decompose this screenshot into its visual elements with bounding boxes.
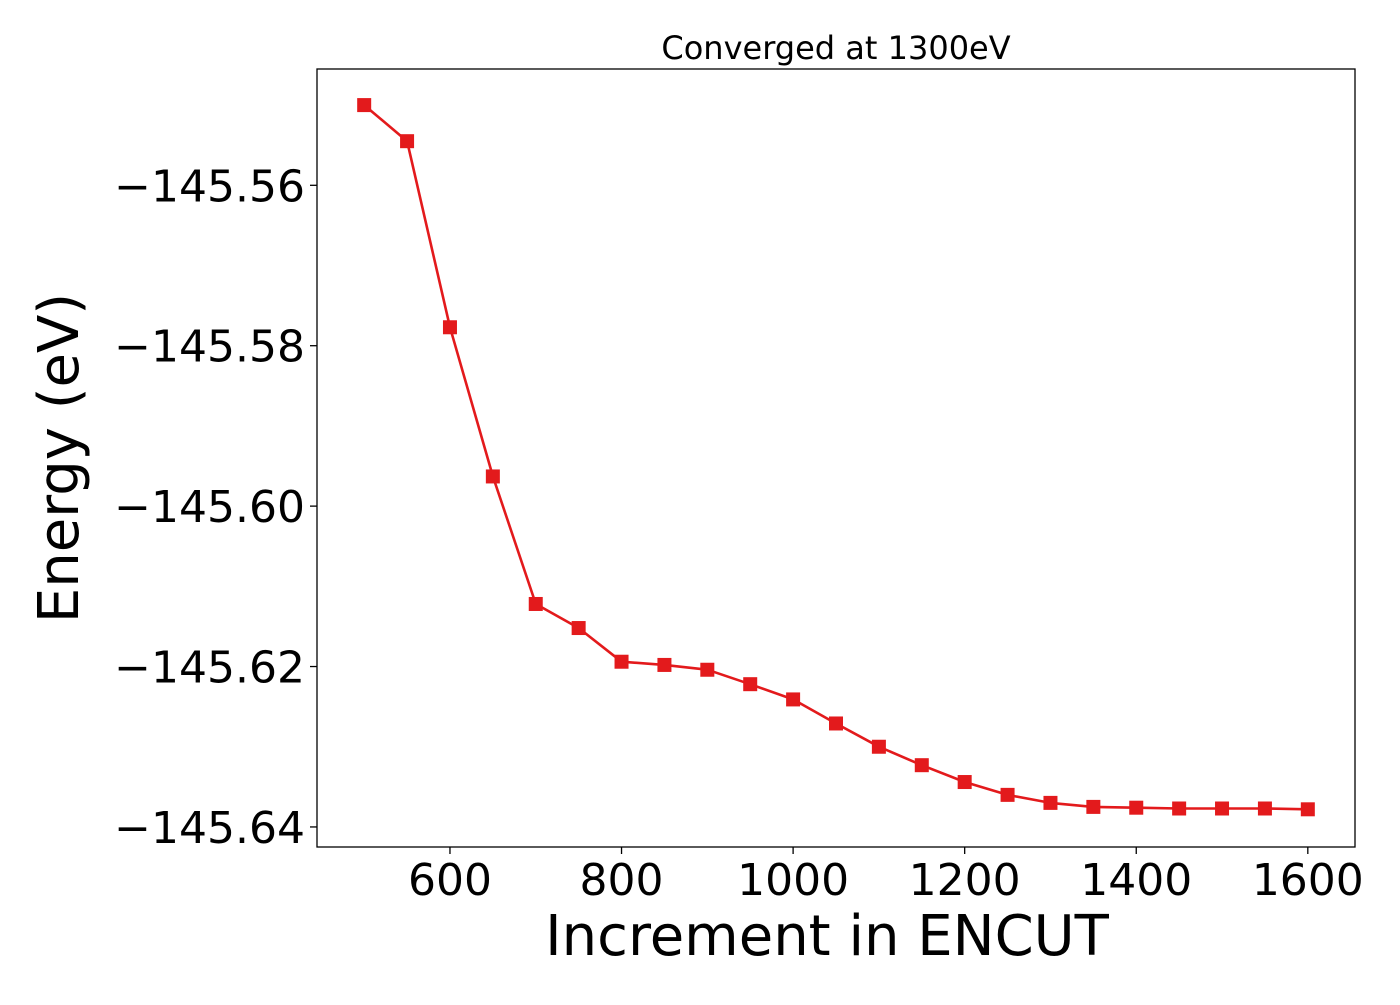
x-tick-label: 600 bbox=[408, 855, 492, 906]
data-point-marker bbox=[743, 677, 758, 692]
data-point-marker bbox=[1086, 799, 1101, 814]
data-point-marker bbox=[614, 654, 629, 669]
plot-area bbox=[357, 98, 1315, 817]
data-point-marker bbox=[1000, 787, 1015, 802]
data-point-marker bbox=[1172, 801, 1187, 816]
y-axis-title: Energy (eV) bbox=[27, 293, 92, 623]
x-tick-label: 800 bbox=[580, 855, 664, 906]
x-axis-title: Increment in ENCUT bbox=[545, 904, 1110, 969]
x-tick-label: 1000 bbox=[737, 855, 849, 906]
data-point-marker bbox=[485, 469, 500, 484]
y-tick-label: −145.64 bbox=[114, 803, 305, 854]
data-point-marker bbox=[700, 662, 715, 677]
data-point-marker bbox=[957, 775, 972, 790]
y-tick-label: −145.58 bbox=[114, 322, 305, 373]
data-point-marker bbox=[1043, 795, 1058, 810]
series-line bbox=[363, 104, 1308, 811]
y-tick-label: −145.60 bbox=[114, 482, 305, 533]
data-point-marker bbox=[657, 657, 672, 672]
data-point-marker bbox=[829, 716, 843, 731]
chart-title: Converged at 1300eV bbox=[661, 29, 1010, 67]
y-tick-label: −145.62 bbox=[114, 643, 305, 694]
data-point-marker bbox=[571, 621, 586, 636]
y-tick-label: −145.56 bbox=[114, 161, 305, 212]
data-point-marker bbox=[442, 320, 457, 335]
x-tick-label: 1200 bbox=[909, 855, 1021, 906]
data-point-marker bbox=[528, 596, 543, 611]
data-point-marker bbox=[786, 692, 801, 707]
data-point-marker bbox=[357, 98, 372, 113]
plot-frame bbox=[316, 68, 1356, 848]
data-point-marker bbox=[871, 739, 886, 754]
data-point-marker bbox=[914, 758, 929, 773]
y-axis: −145.56 −145.58 −145.60 −145.62 −145.64 bbox=[114, 161, 317, 854]
x-tick-label: 1400 bbox=[1080, 855, 1192, 906]
data-point-marker bbox=[1215, 801, 1230, 816]
data-point-marker bbox=[1300, 802, 1315, 817]
data-point-marker bbox=[1257, 801, 1272, 816]
data-point-marker bbox=[400, 134, 415, 149]
x-axis: 600 800 1000 1200 1400 1600 bbox=[408, 847, 1364, 906]
data-point-marker bbox=[1129, 800, 1144, 815]
x-tick-label: 1600 bbox=[1252, 855, 1364, 906]
